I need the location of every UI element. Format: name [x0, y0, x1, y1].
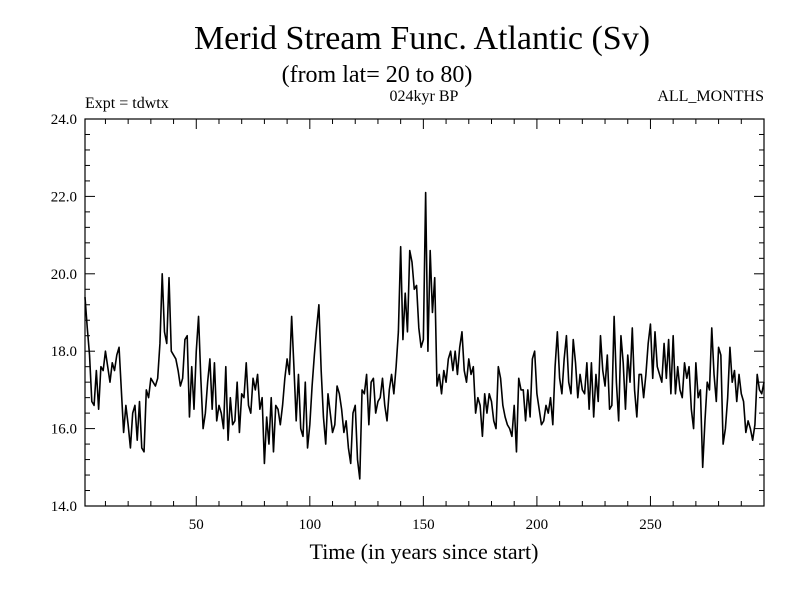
x-axis-label: Time (in years since start) [310, 539, 539, 564]
x-tick-label: 100 [299, 517, 322, 533]
y-tick-label: 18.0 [51, 344, 77, 360]
period-label: 024kyr BP [390, 88, 459, 105]
x-axis: 50 100 150 200 250 [104, 119, 742, 533]
experiment-label: Expt = tdwtx [85, 95, 169, 112]
y-tick-label: 24.0 [51, 112, 77, 128]
chart-title: Merid Stream Func. Atlantic (Sv) [194, 20, 650, 57]
chart-subtitle: (from lat= 20 to 80) [282, 62, 473, 88]
plot-frame [84, 118, 765, 507]
series-line [84, 191, 765, 480]
y-tick-label: 16.0 [51, 422, 77, 438]
x-tick-label: 200 [526, 517, 549, 533]
months-label: ALL_MONTHS [657, 88, 764, 105]
x-tick-label: 250 [639, 517, 662, 533]
y-tick-label: 14.0 [51, 499, 77, 515]
x-tick-label: 150 [412, 517, 435, 533]
x-tick-label: 50 [189, 517, 204, 533]
y-tick-label: 20.0 [51, 267, 77, 283]
y-axis: 14.0 16.0 18.0 20.0 22.0 24.0 [51, 112, 764, 515]
y-tick-label: 22.0 [51, 189, 77, 205]
